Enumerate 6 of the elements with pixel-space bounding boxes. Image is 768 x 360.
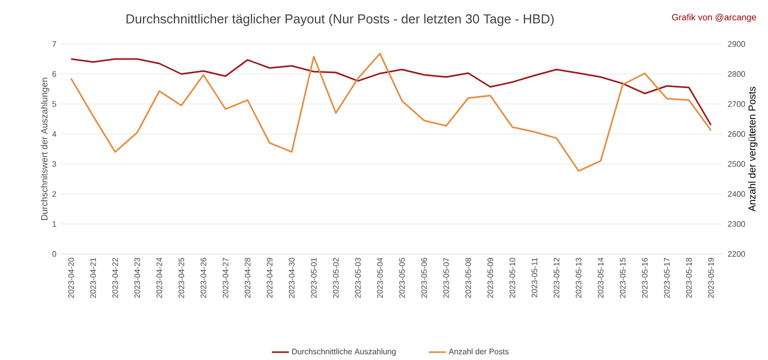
y2-axis-title: Anzahl der vergüteten Posts	[748, 86, 758, 212]
line-series	[70, 52, 712, 172]
chart-title: Durchschnittlicher täglicher Payout (Nur Posts - der letzten 30 Tage - HBD)	[126, 14, 554, 26]
line-series	[70, 58, 712, 126]
text: Grafik von @arcange	[672, 14, 756, 22]
y-axis-title: Durchschnitswert der Auszahlungen	[40, 78, 50, 220]
